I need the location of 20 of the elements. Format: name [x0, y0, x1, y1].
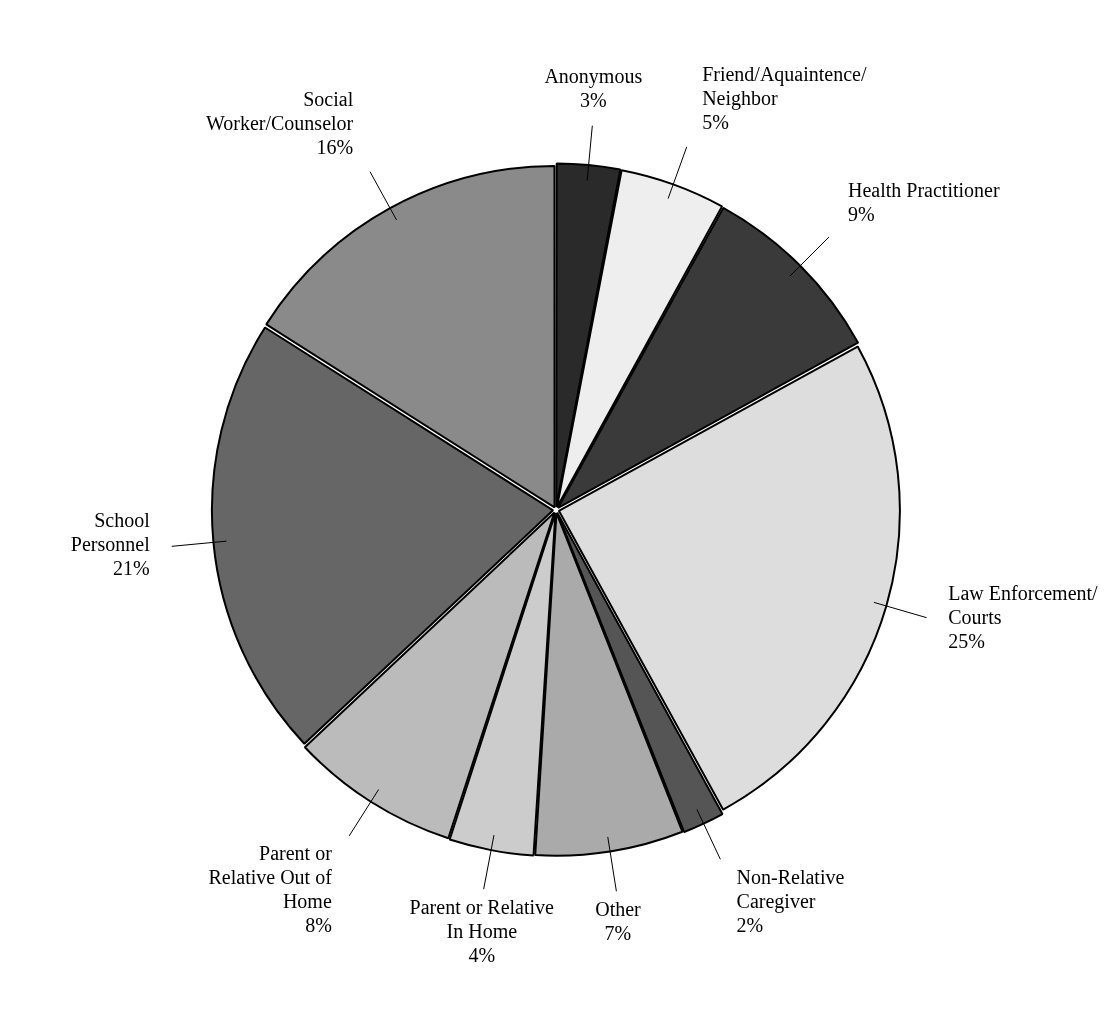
data-label: 16%	[316, 136, 354, 159]
data-label: 5%	[702, 110, 729, 133]
data-label: 9%	[848, 203, 875, 226]
slice-label: Law Enforcement/ Courts	[948, 581, 1099, 628]
slice-label: Non-Relative Caregiver	[736, 865, 845, 913]
data-label: 4%	[468, 944, 496, 967]
data-label: 3%	[579, 89, 607, 112]
slice-label: School Personnel	[70, 508, 151, 555]
data-label: 8%	[305, 913, 332, 936]
slice-label: Other	[595, 898, 642, 921]
data-label: 25%	[948, 629, 985, 652]
data-label: 21%	[113, 556, 150, 579]
data-label: 2%	[736, 913, 764, 936]
slice-label: Parent or Relative In Home	[409, 896, 555, 943]
slice-label: Health Practitioner	[848, 179, 1000, 202]
slice-label: Social Worker/Counselor	[205, 88, 354, 135]
slice-label: Parent or Relative Out of Home	[208, 841, 333, 912]
data-label: 7%	[604, 922, 632, 945]
slice-label: Friend/Aquaintence/ Neighbor	[702, 62, 867, 110]
slice-label: Anonymous	[544, 65, 643, 89]
